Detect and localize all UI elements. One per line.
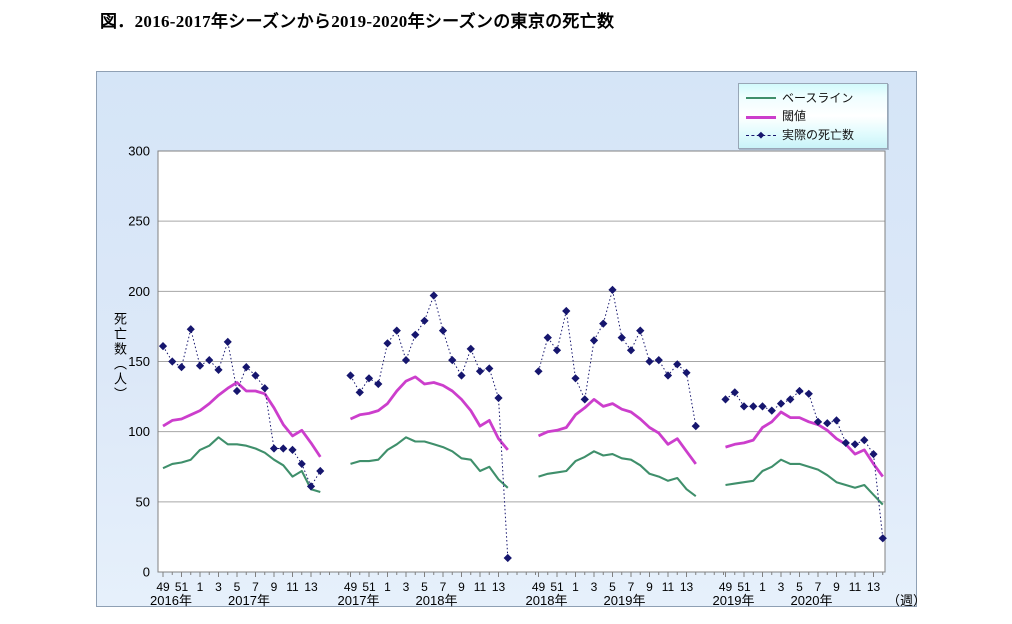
week-tick-label: 9 [833,580,840,594]
y-tick-label: 0 [143,565,150,580]
week-tick-label: 13 [304,580,318,594]
week-tick-label: 5 [609,580,616,594]
week-tick-label: 5 [421,580,428,594]
week-tick-label: 7 [815,580,822,594]
week-tick-label: 11 [662,580,675,594]
year-label: 2019年 [604,593,646,608]
week-tick-label: 3 [591,580,598,594]
week-tick-label: 49 [719,580,733,594]
week-tick-label: 3 [403,580,410,594]
week-tick-label: 5 [234,580,241,594]
y-tick-label: 200 [128,284,150,299]
week-tick-label: 3 [778,580,785,594]
week-tick-label: 49 [532,580,546,594]
baseline-line-sample [745,88,777,106]
year-label: 2017年 [338,593,380,608]
week-tick-label: 7 [628,580,635,594]
legend-label-actual: 実際の死亡数 [782,128,855,143]
week-tick-label: 1 [384,580,391,594]
week-tick-label: 9 [646,580,653,594]
year-label: 2019年 [713,593,755,608]
week-tick-label: 11 [474,580,487,594]
chart-area: 0 50 100 150 200 250 300 49 51 1 3 5 7 9 11 13 2016年 2017… [96,71,918,609]
week-tick-label: 13 [680,580,694,594]
actual-deaths-line-season-2 [538,289,697,427]
y-tick-label: 100 [128,424,150,439]
baseline-line-season-1 [350,436,509,489]
actual-deaths-markers-season-0 [158,325,325,491]
actual-deaths-marker-sample: ◆ [745,126,777,144]
week-tick-label: 51 [737,580,751,594]
threshold-line-season-3 [725,410,884,478]
week-tick-label: 1 [197,580,204,594]
actual-deaths-line-season-1 [350,295,509,559]
week-tick-label: 49 [344,580,358,594]
diamond-icon: ◆ [757,128,765,139]
week-tick-label: 51 [175,580,189,594]
y-tick-label: 300 [128,144,150,159]
week-tick-label: 5 [796,580,803,594]
plot-border [157,150,886,573]
legend-label-baseline: ベースライン [782,90,854,105]
year-label: 2018年 [526,593,568,608]
y-tick-label: 250 [128,214,150,229]
week-tick-label: 1 [572,580,579,594]
chart-title: 図．2016-2017年シーズンから2019-2020年シーズンの東京の死亡数 [100,12,615,31]
year-label: 2017年 [228,593,270,608]
year-label: 2016年 [150,593,192,608]
week-tick-label: 9 [271,580,278,594]
x-axis-unit-label: （週） [887,593,918,608]
week-tick-label: 7 [252,580,259,594]
year-label: 2020年 [791,593,833,608]
y-axis-label: 死亡数（人） [112,312,127,402]
week-tick-label: 11 [849,580,862,594]
week-tick-label: 13 [867,580,881,594]
week-tick-label: 9 [458,580,465,594]
week-tick-label: 7 [440,580,447,594]
y-tick-label: 150 [128,354,150,369]
threshold-line-sample [745,107,777,125]
threshold-line-season-1 [349,375,509,451]
legend-item-baseline: ベースライン [745,88,881,106]
week-tick-label: 1 [759,580,766,594]
threshold-line-season-2 [537,397,697,465]
week-tick-label: 11 [286,580,299,594]
week-tick-label: 3 [215,580,222,594]
week-tick-label: 13 [492,580,506,594]
legend: ベースライン 閾値 ◆ 実際の死亡数 [738,83,888,149]
baseline-line-season-3 [725,458,884,506]
threshold-line-season-0 [162,381,322,458]
week-tick-label: 49 [156,580,170,594]
legend-item-actual: ◆ 実際の死亡数 [745,126,881,144]
year-label: 2018年 [416,593,458,608]
y-tick-label: 50 [136,494,150,509]
legend-label-threshold: 閾値 [782,109,807,124]
week-tick-label: 51 [550,580,564,594]
baseline-line-season-0 [162,436,321,494]
week-tick-label: 51 [362,580,376,594]
baseline-line-season-2 [538,450,697,498]
legend-item-threshold: 閾値 [745,107,881,125]
